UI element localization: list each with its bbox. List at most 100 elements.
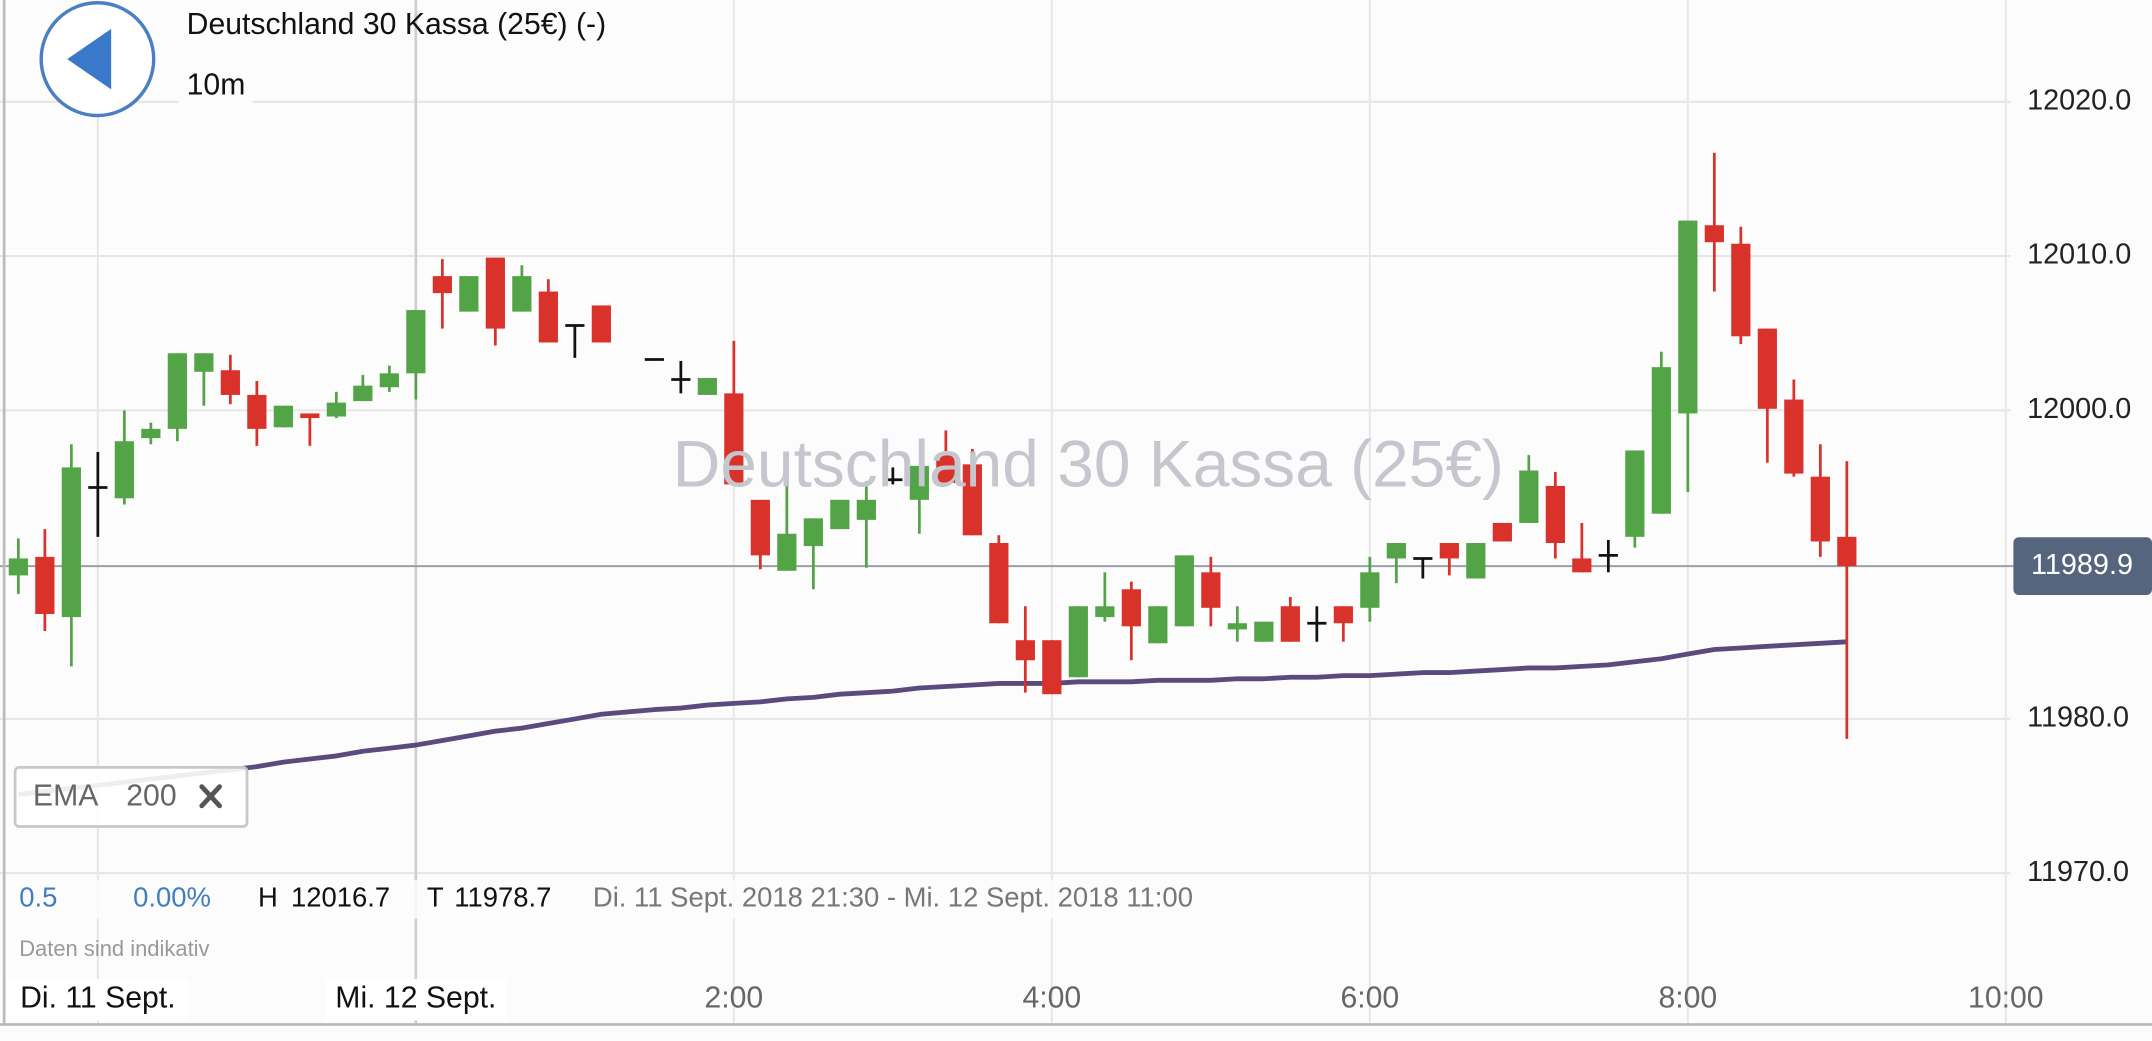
candle-body	[1545, 485, 1565, 544]
candle-body	[1201, 572, 1221, 608]
candle-body	[1227, 623, 1247, 630]
candle-body	[1784, 399, 1804, 474]
candle-body	[777, 533, 797, 571]
candle-body	[273, 405, 293, 428]
candle-body	[220, 370, 240, 395]
candle-body	[1678, 220, 1698, 414]
ema-legend[interactable]: EMA 200	[13, 765, 249, 828]
candle-body	[909, 465, 929, 500]
high-value: 12016.7	[291, 882, 390, 913]
high-label: H	[258, 882, 278, 913]
candle-body	[1042, 640, 1062, 695]
candle-body	[1360, 572, 1380, 608]
y-tick-label: 12000.0	[2027, 393, 2131, 425]
chart-title: Deutschland 30 Kassa (25€) (-)	[187, 8, 606, 41]
y-tick-label: 12010.0	[2027, 239, 2131, 271]
x-tick-label: 2:00	[704, 982, 763, 1015]
candle-body	[141, 428, 161, 439]
y-tick-label: 12020.0	[2027, 84, 2131, 116]
x-tick-label: 4:00	[1022, 982, 1081, 1015]
candle-body	[114, 441, 134, 499]
ema-period: 200	[126, 780, 176, 813]
x-tick-label-bg	[7, 979, 189, 1021]
change: 0.5	[19, 882, 57, 913]
date-range: Di. 11 Sept. 2018 21:30 - Mi. 12 Sept. 2…	[593, 882, 1193, 913]
change-pct: 0.00%	[133, 882, 211, 913]
interval-bg	[178, 63, 253, 105]
y-tick-label: 11980.0	[2027, 701, 2129, 733]
ema-legend-box	[13, 765, 249, 828]
candle-body	[326, 402, 346, 417]
candle-body	[1068, 606, 1088, 678]
candle-body	[1492, 522, 1512, 542]
candle-body	[830, 499, 850, 530]
candle-body	[803, 518, 823, 547]
x-tick-label: Mi. 12 Sept.	[335, 982, 496, 1015]
interval: 10m	[187, 69, 246, 102]
candle-body	[856, 499, 876, 520]
candle-body	[750, 499, 770, 556]
marks	[0, 152, 2014, 797]
candle-body	[1651, 367, 1671, 514]
candle-body	[1148, 606, 1168, 644]
candle-body	[61, 467, 81, 618]
candle-body	[1810, 476, 1830, 542]
x-tick-label-bg	[325, 979, 507, 1021]
candle-body	[962, 464, 982, 536]
candle-body	[1386, 543, 1406, 559]
candle-body	[1439, 543, 1459, 559]
candle-body	[512, 276, 532, 312]
candle-body	[989, 543, 1009, 624]
candle-body	[1731, 243, 1751, 337]
candle-body	[353, 385, 373, 402]
x-tick-label: 6:00	[1340, 982, 1399, 1015]
candle-body	[1333, 606, 1353, 624]
candle-body	[406, 310, 426, 374]
x-tick-label: 8:00	[1658, 982, 1717, 1015]
disclaimer: Daten sind indikativ	[19, 936, 209, 961]
candle-body	[432, 276, 452, 294]
candle-body	[1704, 225, 1724, 243]
candle-body	[697, 377, 717, 395]
candle-body	[1519, 470, 1539, 523]
candle-body	[936, 455, 956, 483]
last-price-label: 11989.9	[2031, 549, 2133, 581]
candle-body	[194, 353, 214, 372]
candle-body	[1095, 606, 1115, 618]
low-label: T	[427, 882, 444, 913]
candle-body	[485, 257, 505, 329]
ema-remove[interactable]	[199, 784, 222, 809]
candle-body	[35, 556, 55, 614]
last-price-box	[2013, 537, 2152, 596]
back-arrow[interactable]	[67, 28, 112, 90]
info-bar-bg	[5, 880, 1269, 919]
candle-body	[300, 413, 320, 419]
candle-body	[379, 373, 399, 388]
candle-body	[1837, 536, 1857, 567]
candle-body	[1572, 558, 1592, 573]
x-tick-label: 10:00	[1968, 982, 2044, 1015]
candle-body	[1254, 621, 1274, 642]
low-value: 11978.7	[454, 882, 551, 913]
candle-body	[167, 353, 187, 429]
candle-body	[8, 558, 28, 576]
candle-body	[1015, 640, 1035, 661]
candle-body	[1121, 589, 1141, 627]
back-button[interactable]	[39, 1, 156, 118]
ema-line	[18, 639, 1847, 797]
candle-body	[1625, 450, 1645, 537]
watermark: Deutschland 30 Kassa (25€)	[673, 426, 1504, 500]
x-tick-label: Di. 11 Sept.	[20, 982, 176, 1015]
candle-body	[724, 393, 744, 485]
y-tick-label: 11970.0	[2027, 856, 2129, 888]
candle-body	[1757, 328, 1777, 409]
candle-body	[1174, 555, 1194, 627]
remove-icon[interactable]	[199, 784, 222, 809]
ema-name: EMA	[33, 780, 99, 813]
candle-body	[591, 305, 611, 343]
candle-body	[247, 394, 267, 429]
axes: 11970.0 11980.0 12000.0 12010.0 12020.0 Di. 1…	[7, 84, 2152, 1021]
candle-body	[459, 276, 479, 312]
